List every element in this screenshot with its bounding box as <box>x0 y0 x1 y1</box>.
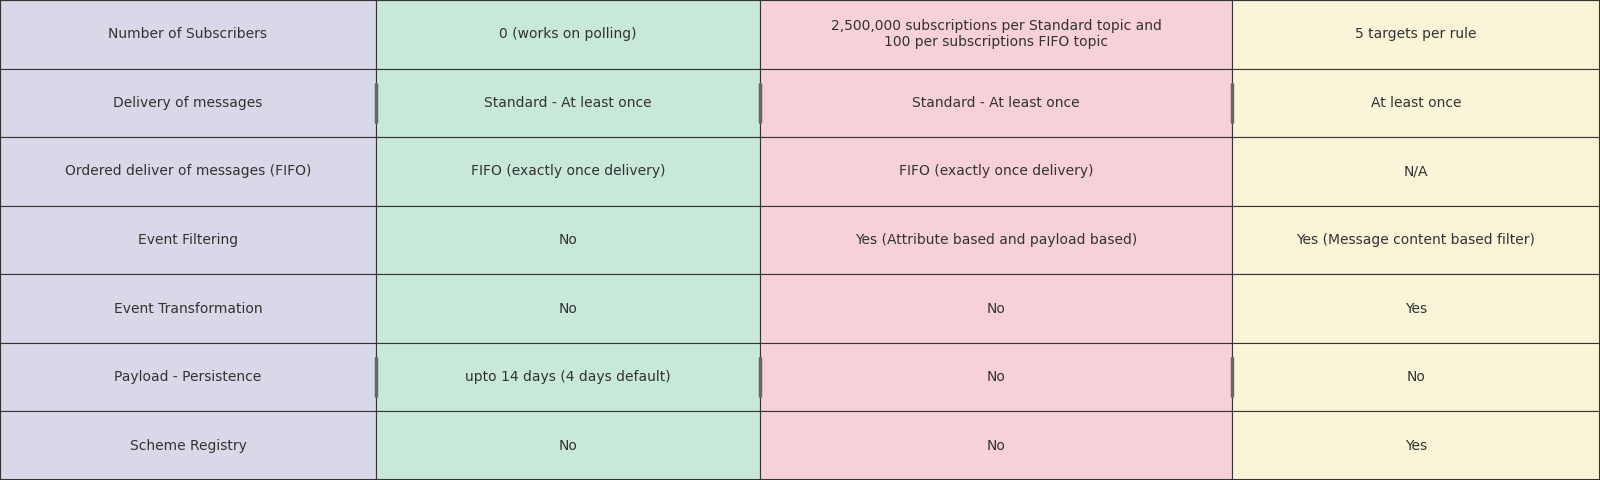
Text: No: No <box>558 233 578 247</box>
FancyBboxPatch shape <box>760 274 1232 343</box>
Text: Standard - At least once: Standard - At least once <box>912 96 1080 110</box>
FancyBboxPatch shape <box>1232 411 1600 480</box>
Text: No: No <box>558 439 578 453</box>
Text: Yes (Attribute based and payload based): Yes (Attribute based and payload based) <box>854 233 1138 247</box>
FancyBboxPatch shape <box>1232 274 1600 343</box>
Text: FIFO (exactly once delivery): FIFO (exactly once delivery) <box>899 165 1093 179</box>
FancyBboxPatch shape <box>1232 206 1600 274</box>
Text: 0 (works on polling): 0 (works on polling) <box>499 27 637 41</box>
FancyBboxPatch shape <box>1232 343 1600 411</box>
FancyBboxPatch shape <box>1232 69 1600 137</box>
Text: No: No <box>987 439 1005 453</box>
Text: Yes (Message content based filter): Yes (Message content based filter) <box>1296 233 1536 247</box>
Text: Delivery of messages: Delivery of messages <box>114 96 262 110</box>
FancyBboxPatch shape <box>1232 137 1600 206</box>
Text: No: No <box>558 301 578 315</box>
FancyBboxPatch shape <box>760 411 1232 480</box>
Text: No: No <box>987 370 1005 384</box>
FancyBboxPatch shape <box>760 206 1232 274</box>
FancyBboxPatch shape <box>0 206 376 274</box>
Text: No: No <box>987 301 1005 315</box>
FancyBboxPatch shape <box>0 274 376 343</box>
Text: Event Filtering: Event Filtering <box>138 233 238 247</box>
FancyBboxPatch shape <box>376 0 760 69</box>
Text: upto 14 days (4 days default): upto 14 days (4 days default) <box>466 370 670 384</box>
FancyBboxPatch shape <box>0 137 376 206</box>
Text: N/A: N/A <box>1403 165 1429 179</box>
FancyBboxPatch shape <box>0 0 376 69</box>
Text: Yes: Yes <box>1405 301 1427 315</box>
FancyBboxPatch shape <box>1232 0 1600 69</box>
FancyBboxPatch shape <box>376 137 760 206</box>
Text: Scheme Registry: Scheme Registry <box>130 439 246 453</box>
Text: Ordered deliver of messages (FIFO): Ordered deliver of messages (FIFO) <box>66 165 310 179</box>
Text: Event Transformation: Event Transformation <box>114 301 262 315</box>
FancyBboxPatch shape <box>760 343 1232 411</box>
FancyBboxPatch shape <box>0 343 376 411</box>
Text: 2,500,000 subscriptions per Standard topic and
100 per subscriptions FIFO topic: 2,500,000 subscriptions per Standard top… <box>830 19 1162 49</box>
FancyBboxPatch shape <box>760 0 1232 69</box>
FancyBboxPatch shape <box>376 411 760 480</box>
FancyBboxPatch shape <box>376 206 760 274</box>
FancyBboxPatch shape <box>760 137 1232 206</box>
FancyBboxPatch shape <box>376 69 760 137</box>
FancyBboxPatch shape <box>0 411 376 480</box>
Text: Payload - Persistence: Payload - Persistence <box>114 370 262 384</box>
FancyBboxPatch shape <box>0 69 376 137</box>
Text: 5 targets per rule: 5 targets per rule <box>1355 27 1477 41</box>
FancyBboxPatch shape <box>376 274 760 343</box>
Text: At least once: At least once <box>1371 96 1461 110</box>
Text: Standard - At least once: Standard - At least once <box>485 96 651 110</box>
FancyBboxPatch shape <box>376 343 760 411</box>
FancyBboxPatch shape <box>760 69 1232 137</box>
Text: Number of Subscribers: Number of Subscribers <box>109 27 267 41</box>
Text: Yes: Yes <box>1405 439 1427 453</box>
Text: No: No <box>1406 370 1426 384</box>
Text: FIFO (exactly once delivery): FIFO (exactly once delivery) <box>470 165 666 179</box>
